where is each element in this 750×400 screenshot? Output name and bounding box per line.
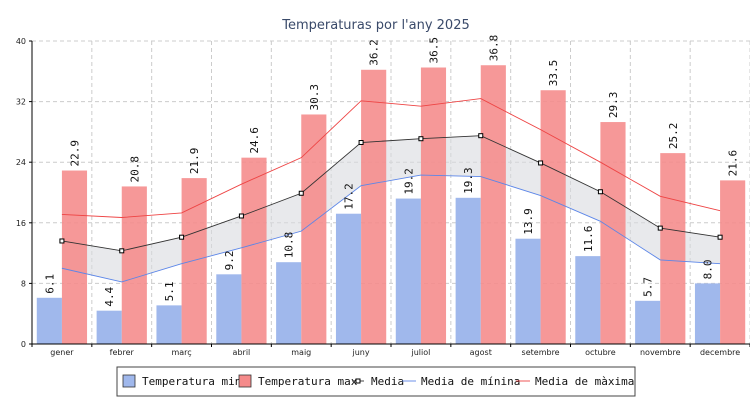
bar-min [694, 283, 721, 344]
bar-max [241, 157, 267, 344]
data-label-min: 6.1 [43, 274, 56, 294]
data-label-max: 22.9 [68, 140, 81, 167]
x-tick-label: agost [470, 348, 492, 357]
y-tick-label: 32 [16, 98, 26, 107]
data-label-min: 5.7 [642, 277, 655, 297]
data-label-min: 19.3 [462, 167, 475, 194]
line-media-maxima [61, 98, 721, 218]
x-tick-label: gener [50, 348, 74, 357]
bar-max [61, 170, 88, 344]
y-tick-label: 24 [16, 158, 26, 167]
x-tick-label: setembre [522, 348, 560, 357]
bar-max [420, 67, 447, 344]
x-tick-label: octubre [585, 348, 616, 357]
media-marker [298, 190, 304, 196]
media-marker [538, 160, 544, 166]
bar-min [276, 262, 302, 344]
data-label-max: 21.6 [727, 150, 740, 177]
bar-max [720, 180, 746, 344]
bars [36, 65, 746, 345]
bar-min [515, 238, 541, 344]
bar-min [36, 297, 62, 344]
data-label-max: 33.5 [547, 60, 560, 87]
legend-label: Temperatura max [258, 375, 358, 388]
bar-max [181, 178, 207, 344]
bar-min [575, 256, 601, 344]
media-marker [717, 234, 723, 240]
line-media [61, 135, 721, 252]
y-tick-label: 40 [16, 37, 26, 46]
bar-max [600, 122, 626, 345]
data-label-min: 5.1 [163, 281, 176, 301]
data-label-min: 9.2 [223, 250, 236, 270]
data-label-min: 8.0 [702, 260, 715, 280]
bar-max [480, 65, 506, 345]
data-label-max: 24.6 [248, 127, 261, 154]
media-marker [478, 133, 484, 139]
x-tick-label: juliol [410, 348, 430, 357]
media-marker [119, 248, 125, 254]
data-label-min: 19.2 [402, 168, 415, 195]
legend-box [116, 366, 636, 397]
media-marker [59, 238, 65, 244]
data-label-max: 21.9 [188, 148, 201, 175]
legend-label: Media [371, 375, 404, 388]
media-marker [358, 140, 364, 146]
data-label-max: 36.5 [427, 37, 440, 64]
line-media-minima [61, 174, 721, 283]
legend-swatch [238, 374, 252, 388]
x-tick-label: març [171, 348, 191, 357]
x-tick-label: abril [233, 348, 251, 357]
bar-min [335, 213, 362, 344]
legend-label: Temperatura min [142, 375, 241, 388]
data-label-min: 13.9 [522, 208, 535, 235]
data-label-max: 20.8 [128, 156, 141, 183]
data-label-min: 11.6 [582, 226, 595, 253]
x-tick-label: novembre [640, 348, 681, 357]
bar-min [395, 198, 421, 344]
media-marker [418, 136, 424, 142]
legend-label: Media de mínina [421, 375, 520, 388]
media-marker [238, 213, 244, 219]
data-label-max: 29.3 [607, 92, 620, 119]
y-tick-label: 16 [16, 219, 26, 228]
legend-label: Media de màxima [535, 375, 634, 388]
bar-max [121, 186, 147, 344]
bar-min [156, 305, 182, 344]
x-tick-label: juny [352, 348, 370, 357]
x-tick-label: maig [291, 348, 311, 357]
chart-title: Temperaturas por l'any 2025 [281, 18, 470, 33]
bar-max [660, 153, 686, 344]
bar-max [361, 69, 387, 344]
legend-marker [355, 378, 361, 384]
data-label-min: 4.4 [103, 286, 116, 306]
legend: Temperatura min Temperatura max Media Media… [116, 366, 636, 397]
data-label-max: 36.8 [487, 35, 500, 62]
y-tick-label: 8 [21, 279, 26, 288]
bar-max [540, 90, 566, 344]
media-marker [657, 225, 663, 231]
media-marker [179, 234, 185, 240]
bar-min [96, 310, 122, 344]
x-tick-label: decembre [700, 348, 740, 357]
bar-min [216, 274, 242, 344]
media-marker [597, 189, 603, 195]
data-label-max: 25.2 [667, 123, 680, 150]
legend-swatch [122, 374, 136, 388]
data-label-max: 30.3 [308, 84, 321, 111]
x-tick-label: febrer [110, 348, 135, 357]
data-label-min: 10.8 [283, 232, 296, 259]
grid [32, 40, 750, 345]
data-label-min: 17.2 [343, 183, 356, 210]
y-tick-label: 0 [21, 340, 26, 349]
data-labels: 6.1 22.9 4.4 20.8 5.1 21.9 9.2 24.6 10.8 30.3 17.2… [43, 35, 739, 307]
axes: 0 8 16 24 32 40 gener febrer març abril maig juny ju… [16, 37, 750, 357]
bar-max [301, 114, 327, 344]
data-label-max: 36.2 [368, 39, 381, 66]
bar-min [635, 300, 661, 344]
series-lines [59, 98, 723, 283]
bar-min [455, 197, 481, 344]
